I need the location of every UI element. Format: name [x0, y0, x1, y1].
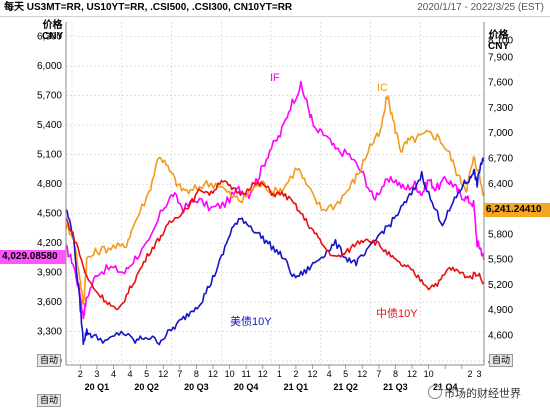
- left-tick-label: 3,900: [37, 268, 62, 279]
- x-month-label: 5: [343, 369, 348, 379]
- right-tick-label: 6,400: [488, 179, 513, 190]
- right-tick-label: 8,100: [488, 36, 513, 47]
- series-label-cn10y: 中债10Y: [376, 308, 418, 320]
- right-tick-label: 7,300: [488, 103, 513, 114]
- x-month-label: 4: [111, 369, 116, 379]
- series-line-cn10y: [65, 179, 485, 311]
- right-axis-ticks: 4,3004,6004,9005,2005,5005,8006,1006,400…: [488, 36, 513, 367]
- x-month-label: 8: [194, 369, 199, 379]
- chart-grid: [66, 22, 484, 365]
- x-month-label: 3: [476, 369, 481, 379]
- right-axis-unit-price: 价格: [488, 30, 509, 41]
- left-tick-label: 5,100: [37, 150, 62, 161]
- right-tick-label: 5,200: [488, 280, 513, 291]
- watermark: 市场的财经世界: [428, 385, 521, 401]
- x-month-label: 12: [158, 369, 168, 379]
- x-month-label: 12: [208, 369, 218, 379]
- right-tick-label: 4,900: [488, 305, 513, 316]
- x-quarter-label: 21 Q2: [333, 382, 358, 392]
- x-quarter-label: 21 Q1: [284, 382, 309, 392]
- x-quarter-label: 20 Q1: [85, 382, 110, 392]
- left-tick-label: 5,700: [37, 91, 62, 102]
- auto-scale-x-button[interactable]: 自动: [37, 394, 62, 407]
- x-month-label: 12: [258, 369, 268, 379]
- x-month-label: 1: [277, 369, 282, 379]
- x-month-label: 8: [393, 369, 398, 379]
- left-axis-unit: 价格 CNY: [42, 20, 63, 42]
- left-axis-ticks: 3,0003,3003,6003,9004,2004,5004,8005,100…: [37, 32, 62, 367]
- left-tick-label: 3,300: [37, 327, 62, 338]
- x-month-label: 7: [376, 369, 381, 379]
- x-quarter-label: 21 Q4: [433, 382, 458, 392]
- series-line-us10y: [65, 157, 485, 346]
- auto-scale-left-button[interactable]: 自动: [37, 354, 62, 367]
- right-axis-unit-currency: CNY: [488, 41, 510, 52]
- series-line-if: [65, 80, 485, 320]
- right-last-value-tag: 6,241.24410: [484, 203, 550, 217]
- left-tick-label: 6,300: [37, 32, 62, 43]
- x-quarter-label: 20 Q3: [184, 382, 209, 392]
- right-tick-label: 7,900: [488, 52, 513, 63]
- right-tick-label: 4,600: [488, 331, 513, 342]
- left-tick-label: 4,500: [37, 209, 62, 220]
- x-month-label: 5: [144, 369, 149, 379]
- series-line-ic: [65, 95, 485, 305]
- x-month-label: 2: [467, 369, 472, 379]
- left-tick-label: 4,200: [37, 238, 62, 249]
- right-axis-unit: 价格 CNY: [488, 30, 509, 52]
- x-month-label: 12: [308, 369, 318, 379]
- left-axis-unit-price: 价格: [42, 20, 63, 31]
- watermark-text: 市场的财经世界: [444, 388, 521, 400]
- x-month-label: 11: [241, 369, 250, 379]
- x-month-label: 10: [225, 369, 235, 379]
- left-tick-label: 4,800: [37, 179, 62, 190]
- chart-header: 每天 US3MT=RR, US10YT=RR, .CSI500, .CSI300…: [0, 0, 550, 17]
- left-tick-label: 6,000: [37, 61, 62, 72]
- left-last-value-tag: 4,029.08580: [0, 250, 66, 264]
- right-tick-label: 6,700: [488, 154, 513, 165]
- left-tick-label: 5,400: [37, 120, 62, 131]
- series-label-us10y: 美债10Y: [230, 316, 272, 328]
- series-label-if: IF: [270, 72, 280, 84]
- right-tick-label: 5,800: [488, 229, 513, 240]
- x-month-label: 3: [94, 369, 99, 379]
- auto-scale-right-button[interactable]: 自动: [489, 354, 514, 367]
- x-month-label: 4: [327, 369, 332, 379]
- x-month-label: 4: [128, 369, 133, 379]
- x-month-label: 12: [357, 369, 367, 379]
- x-month-label: 7: [177, 369, 182, 379]
- series-label-ic: IC: [377, 82, 388, 94]
- chart-ric-title: 每天 US3MT=RR, US10YT=RR, .CSI500, .CSI300…: [4, 2, 293, 13]
- x-month-label: 10: [424, 369, 434, 379]
- x-month-label: 2: [293, 369, 298, 379]
- wechat-account-icon: [428, 385, 442, 399]
- right-tick-label: 7,000: [488, 128, 513, 139]
- right-tick-label: 5,500: [488, 255, 513, 266]
- right-tick-label: 7,600: [488, 78, 513, 89]
- chart-series-lines: [65, 80, 485, 346]
- x-quarter-label: 20 Q2: [134, 382, 159, 392]
- x-quarter-label: 21 Q3: [383, 382, 408, 392]
- x-quarter-label: 20 Q4: [234, 382, 259, 392]
- left-tick-label: 3,600: [37, 297, 62, 308]
- chart-date-range: 2020/1/17 - 2022/3/25 (EST): [417, 2, 544, 13]
- x-month-label: 2: [78, 369, 83, 379]
- left-axis-unit-currency: CNY: [42, 31, 64, 42]
- x-month-label: 12: [407, 369, 417, 379]
